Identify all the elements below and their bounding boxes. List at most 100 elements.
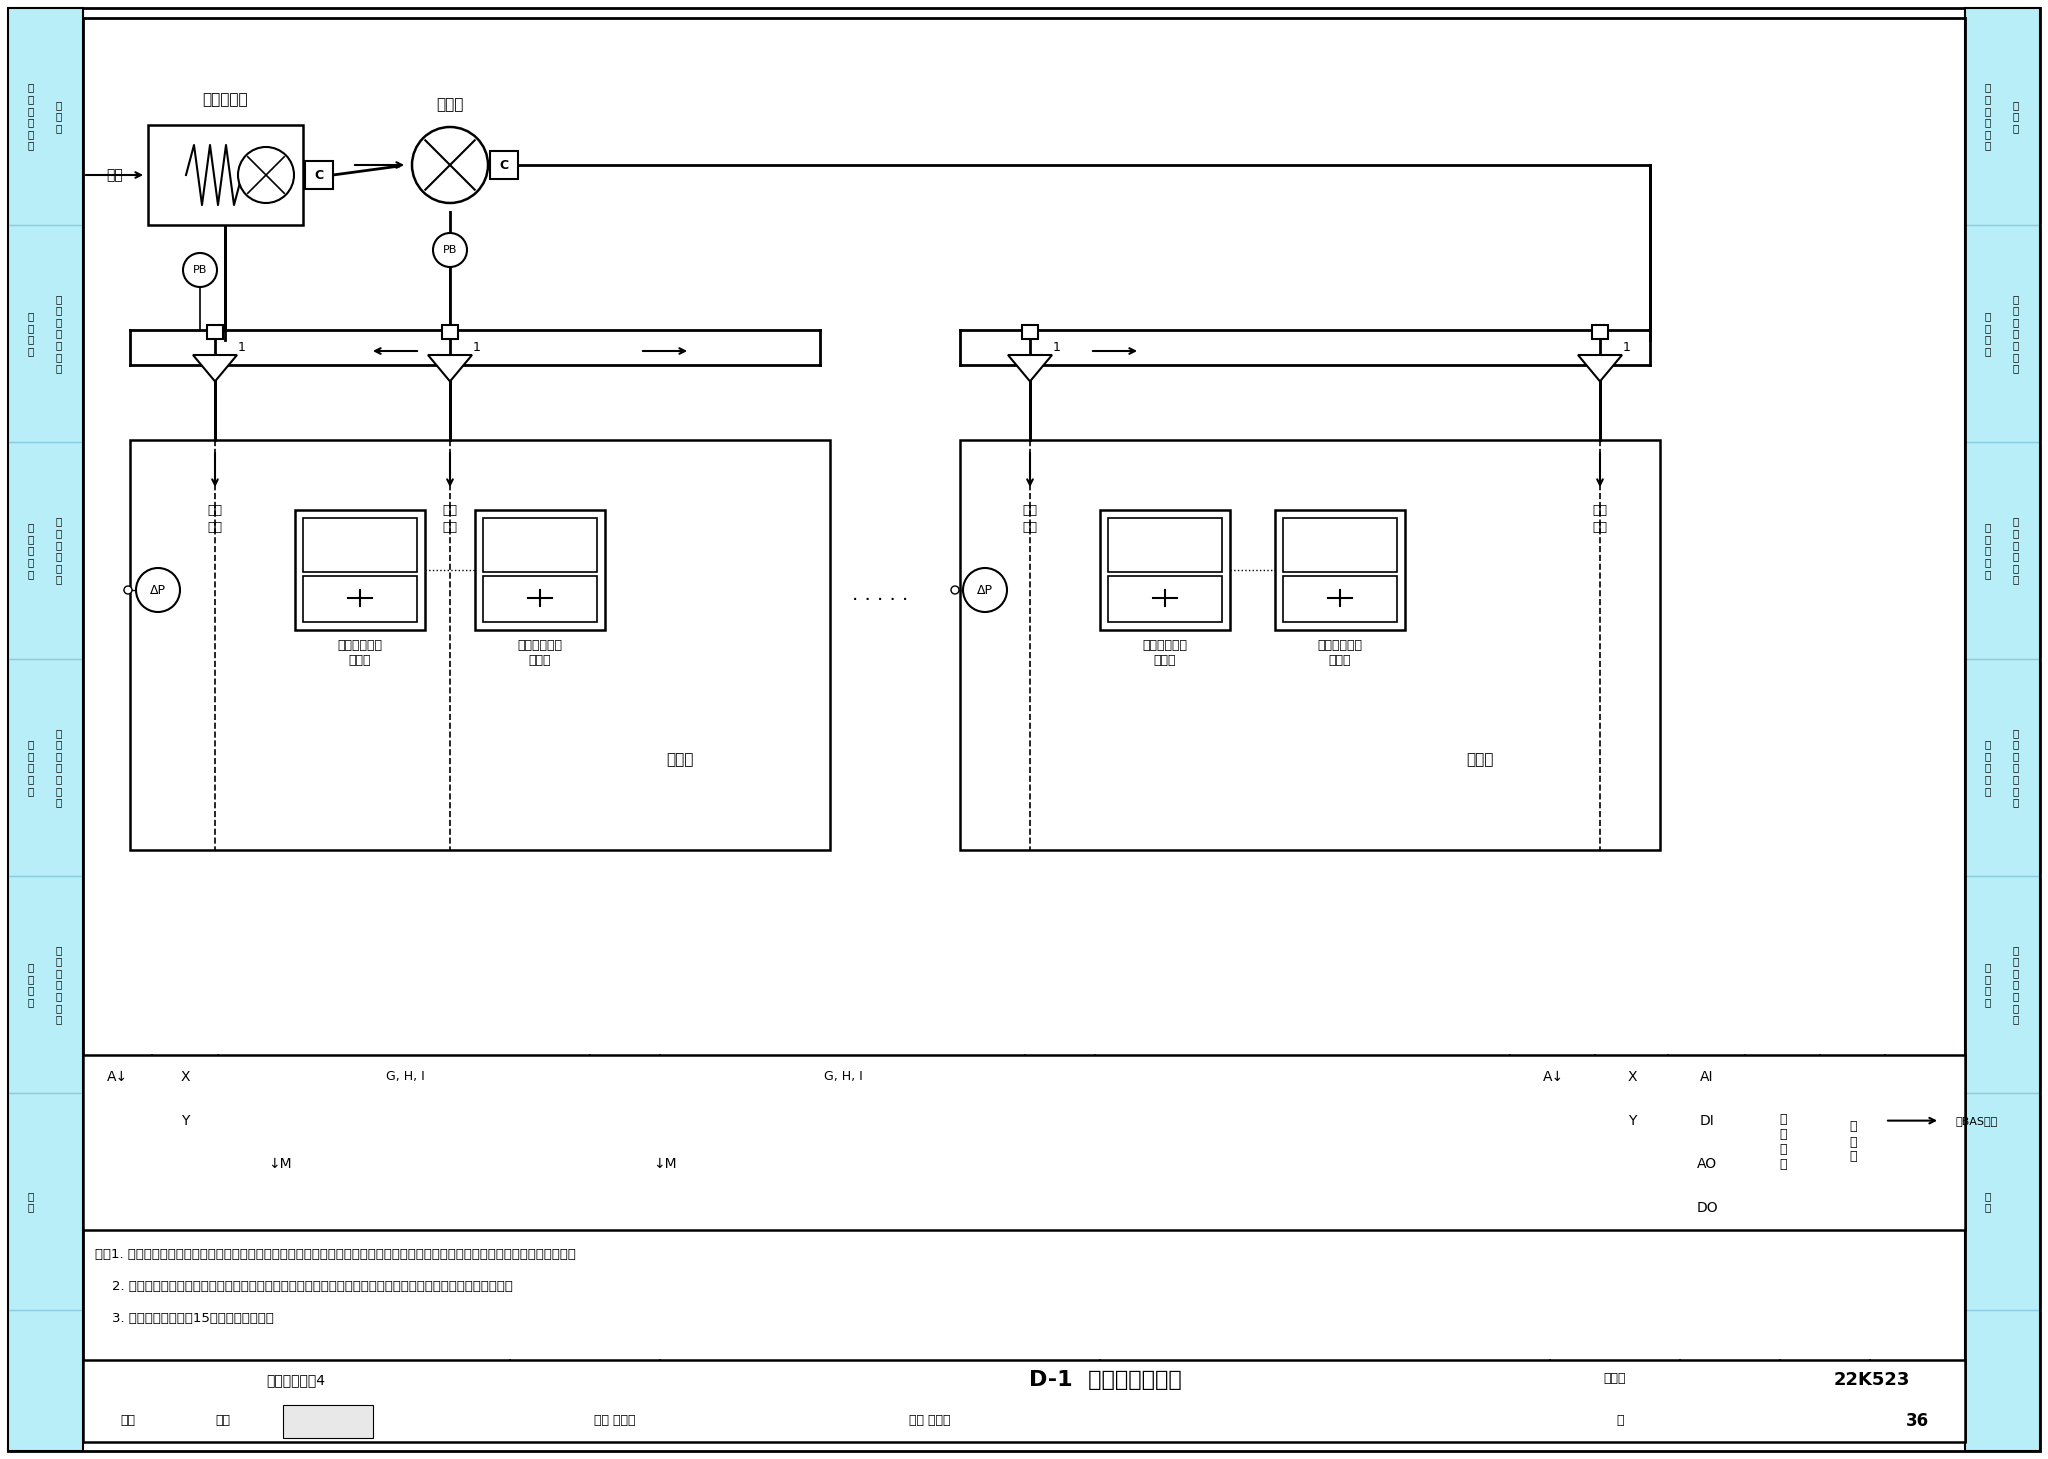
Bar xyxy=(1964,7,2040,1452)
Text: 排风柜: 排风柜 xyxy=(1329,654,1352,667)
Bar xyxy=(1108,576,1223,622)
Text: G, H, I: G, H, I xyxy=(823,1071,862,1084)
Text: 附
录: 附 录 xyxy=(1985,1191,1991,1212)
Text: 实验室: 实验室 xyxy=(666,753,694,767)
Text: ↓M: ↓M xyxy=(653,1157,676,1172)
Bar xyxy=(207,325,223,338)
Text: 管
理
维
护: 管 理 维 护 xyxy=(1985,961,1991,1007)
Text: AO: AO xyxy=(1698,1157,1716,1172)
Text: 房间: 房间 xyxy=(207,503,223,516)
Bar xyxy=(1276,511,1405,630)
Text: 排风柜: 排风柜 xyxy=(348,654,371,667)
Bar xyxy=(283,1405,373,1439)
Text: 风
阀
与
其
他
设
备: 风 阀 与 其 他 设 备 xyxy=(2013,728,2019,807)
Bar xyxy=(399,120,500,212)
Text: 实验室: 实验室 xyxy=(1466,753,1493,767)
Text: 房间: 房间 xyxy=(1593,503,1608,516)
Bar xyxy=(295,511,426,630)
Text: ΔP: ΔP xyxy=(977,584,993,597)
Text: 无风管自净型: 无风管自净型 xyxy=(1143,639,1188,652)
Text: Y: Y xyxy=(180,1113,188,1128)
Text: 通
风
系
统
设
计: 通 风 系 统 设 计 xyxy=(1985,83,1991,150)
Circle shape xyxy=(135,568,180,611)
Text: Y: Y xyxy=(1628,1113,1636,1128)
Text: A↓: A↓ xyxy=(1542,1069,1563,1084)
Text: D-1  系统控制原理图: D-1 系统控制原理图 xyxy=(1028,1370,1182,1390)
Bar xyxy=(483,518,598,572)
Bar xyxy=(1591,325,1608,338)
Text: 1: 1 xyxy=(238,340,246,353)
Text: 注：1. 本图不包含新风空调箱空气过滤与热湿处理装置、无风管自净型排风柜自身的监视与控制，上述设备相关控制由工艺专业确定。: 注：1. 本图不包含新风空调箱空气过滤与热湿处理装置、无风管自净型排风柜自身的监… xyxy=(94,1247,575,1261)
Text: 3. 控制点代号详见第15页控制点代号表。: 3. 控制点代号详见第15页控制点代号表。 xyxy=(94,1312,274,1325)
Text: 管
理
维
护: 管 理 维 护 xyxy=(29,961,35,1007)
Text: 1: 1 xyxy=(1624,340,1630,353)
Text: 典型通风系统4: 典型通风系统4 xyxy=(266,1373,326,1388)
Bar xyxy=(1108,518,1223,572)
Text: 排风机: 排风机 xyxy=(436,98,463,112)
Text: DI: DI xyxy=(1700,1113,1714,1128)
Text: 进风: 进风 xyxy=(106,168,123,182)
Circle shape xyxy=(238,147,295,203)
Text: 设计 胡雪利: 设计 胡雪利 xyxy=(909,1414,950,1427)
Text: 房间: 房间 xyxy=(442,503,457,516)
Text: 36: 36 xyxy=(1905,1412,1929,1430)
Text: PB: PB xyxy=(193,266,207,274)
Text: PB: PB xyxy=(442,245,457,255)
Bar xyxy=(961,441,1661,851)
Text: 房间: 房间 xyxy=(1022,503,1038,516)
Bar xyxy=(1100,511,1231,630)
Bar xyxy=(1282,518,1397,572)
Bar xyxy=(483,576,598,622)
Bar xyxy=(489,150,518,179)
Text: ↓M: ↓M xyxy=(268,1157,291,1172)
Bar xyxy=(1964,7,2040,1452)
Text: AI: AI xyxy=(1700,1069,1714,1084)
Bar xyxy=(129,441,829,851)
Text: 送风: 送风 xyxy=(1022,521,1038,534)
Text: 图集号: 图集号 xyxy=(1604,1371,1626,1385)
Text: 1: 1 xyxy=(1053,340,1061,353)
Text: 实
验
室
通
风
系
统: 实 验 室 通 风 系 统 xyxy=(2013,293,2019,374)
Text: ΔP: ΔP xyxy=(150,584,166,597)
Text: 实
验
室
通
风
系
统: 实 验 室 通 风 系 统 xyxy=(55,293,61,374)
Text: G, H, I: G, H, I xyxy=(385,1071,424,1084)
Text: DO: DO xyxy=(1696,1201,1718,1215)
Bar xyxy=(305,160,334,190)
Text: 选
用
与
安
装: 选 用 与 安 装 xyxy=(1985,522,1991,579)
Text: 排风: 排风 xyxy=(1593,521,1608,534)
Text: 无风管自净型: 无风管自净型 xyxy=(518,639,563,652)
Text: 信
号
类
型: 信 号 类 型 xyxy=(1780,1113,1786,1172)
Text: 22K523: 22K523 xyxy=(1833,1371,1911,1389)
Text: 徐柜: 徐柜 xyxy=(215,1414,231,1427)
Circle shape xyxy=(432,233,467,267)
Bar xyxy=(442,325,459,338)
Text: 页: 页 xyxy=(1616,1414,1624,1427)
Circle shape xyxy=(963,568,1008,611)
Polygon shape xyxy=(1008,355,1053,381)
Text: 送风: 送风 xyxy=(207,521,223,534)
Bar xyxy=(84,1360,1964,1441)
Bar xyxy=(303,576,418,622)
Text: 风
阀
与
其
他
设
备: 风 阀 与 其 他 设 备 xyxy=(55,728,61,807)
Text: 局
部
排
风
设
备: 局 部 排 风 设 备 xyxy=(55,516,61,585)
Circle shape xyxy=(182,252,217,287)
Polygon shape xyxy=(428,355,471,381)
Polygon shape xyxy=(193,355,238,381)
Text: 排风柜: 排风柜 xyxy=(528,654,551,667)
Text: 审核: 审核 xyxy=(121,1414,135,1427)
Text: 选
用
与
安
装: 选 用 与 安 装 xyxy=(29,740,35,795)
Text: 控
制
器: 控 制 器 xyxy=(1849,1121,1858,1163)
Text: 2. 本图定风量控制阀监控点类型仅供示意，具体监控类型及监控信号应根据实际工程项目的工艺专业有所增减。: 2. 本图定风量控制阀监控点类型仅供示意，具体监控类型及监控信号应根据实际工程项… xyxy=(94,1280,512,1293)
Text: 无风管自净型: 无风管自净型 xyxy=(338,639,383,652)
Text: · · · · ·: · · · · · xyxy=(852,591,907,610)
Text: 排风: 排风 xyxy=(442,521,457,534)
Text: 1: 1 xyxy=(473,340,481,353)
Circle shape xyxy=(412,127,487,203)
Text: C: C xyxy=(315,168,324,181)
Text: 实
验
室
运
行
维
护: 实 验 室 运 行 维 护 xyxy=(2013,944,2019,1024)
Bar xyxy=(475,511,604,630)
Text: A↓: A↓ xyxy=(106,1069,127,1084)
Text: 附
录: 附 录 xyxy=(29,1191,35,1212)
Text: 校对 杨木和: 校对 杨木和 xyxy=(594,1414,635,1427)
Text: 实
验
室: 实 验 室 xyxy=(2013,99,2019,133)
